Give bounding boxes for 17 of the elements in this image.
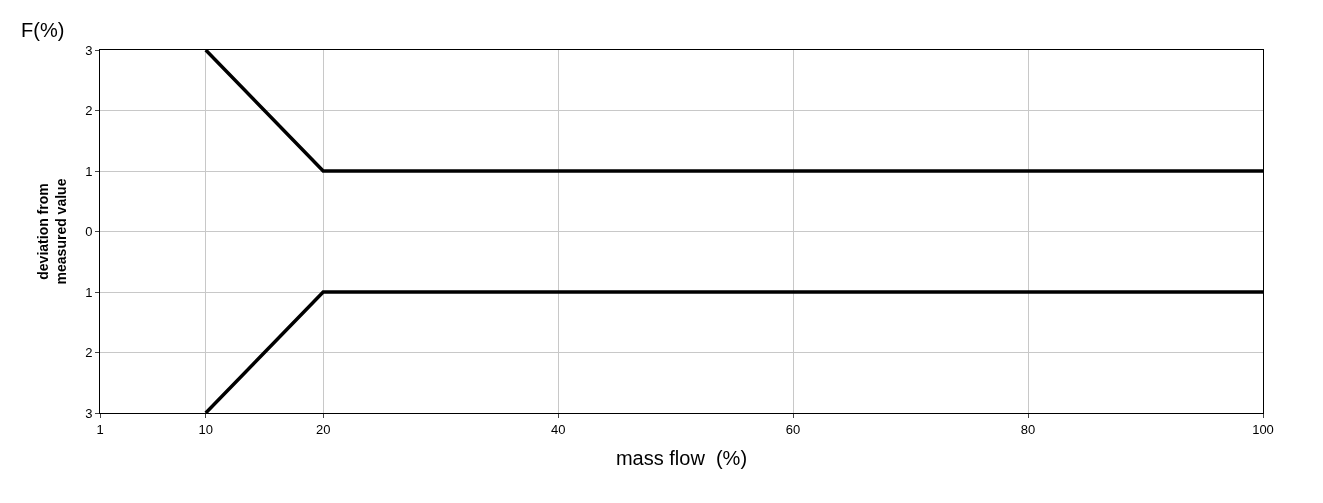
y-axis-title: deviation from measured value: [34, 178, 69, 285]
x-tick-label: 20: [315, 421, 331, 437]
text: F(%): [21, 19, 65, 41]
x-tick-label: 40: [550, 421, 566, 437]
y-tick-label: 3: [85, 42, 93, 58]
x-tick-label: 80: [1020, 421, 1036, 437]
y-tick-label: 3: [85, 405, 93, 421]
y-tick-label: 1: [85, 163, 93, 179]
x-tick-label: 1: [96, 421, 104, 437]
x-tick-label: 100: [1252, 421, 1274, 437]
x-axis-title: mass flow (%): [615, 447, 748, 470]
y-tick-label: 1: [85, 284, 93, 300]
y-tick-label: 0: [85, 224, 93, 240]
x-tick-label: 10: [198, 421, 213, 437]
x-tick-label: 60: [785, 421, 801, 437]
y-tick-label: 2: [85, 103, 93, 119]
y-tick-label: 2: [85, 345, 93, 361]
